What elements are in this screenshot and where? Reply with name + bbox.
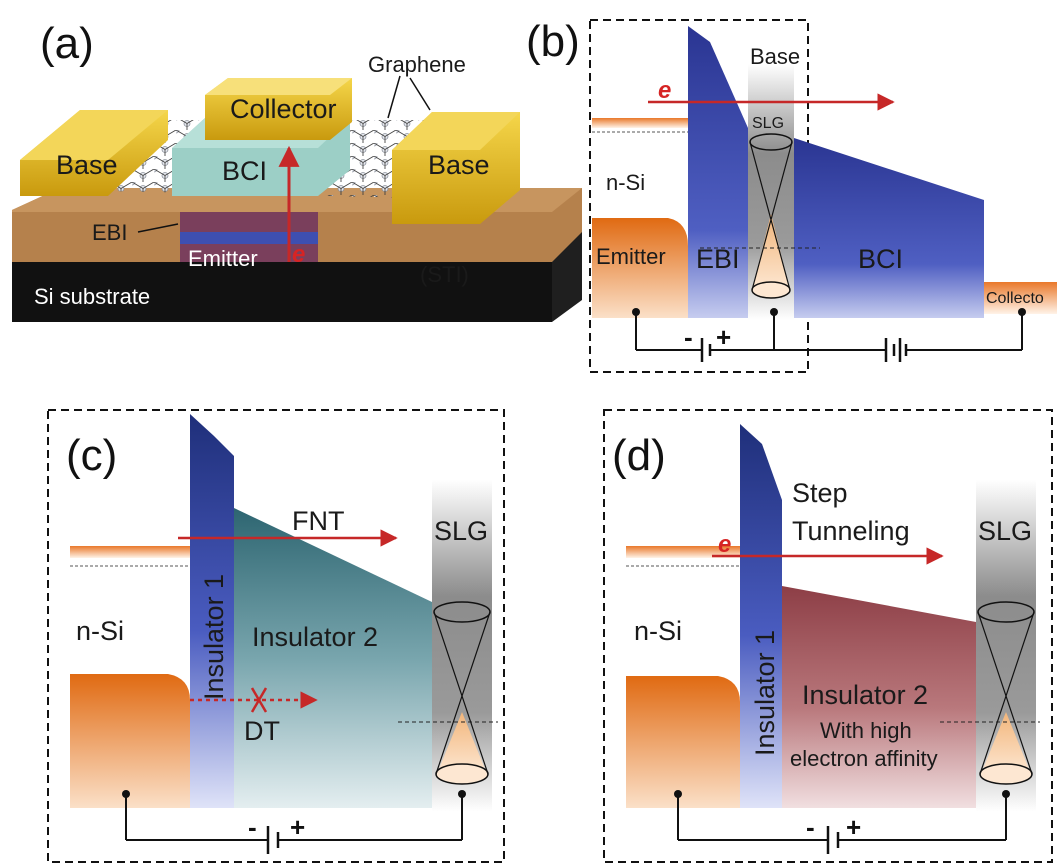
b-ebi-barrier [688, 26, 748, 318]
d-affinity-line1: With high [820, 718, 912, 743]
b-bci-label: BCI [858, 244, 903, 274]
panel-d: (d) Step Tu [603, 409, 1053, 863]
c-dirac-cone [398, 601, 498, 785]
b-plus-sign: + [716, 322, 731, 352]
d-dirac-cone [940, 601, 1040, 785]
si-substrate-block [12, 250, 552, 322]
base-left-label: Base [56, 150, 118, 180]
c-insulator2-label: Insulator 2 [252, 622, 378, 652]
panel-a-label: (a) [40, 19, 94, 68]
b-ebi-label: EBI [696, 244, 740, 274]
d-slg-label: SLG [978, 516, 1032, 546]
d-insulator2-region [782, 586, 976, 808]
graphene-label: Graphene [368, 52, 466, 77]
d-insulator1-label: Insulator 1 [750, 630, 780, 756]
b-slg-label: SLG [752, 115, 784, 132]
d-nsi-valence [626, 676, 740, 808]
d-insulator2-label: Insulator 2 [802, 680, 928, 710]
panel-a: (a) Graphene Collector Base Base [12, 19, 582, 322]
c-slg-label: SLG [434, 516, 488, 546]
b-base-label: Base [750, 44, 800, 69]
panel-d-label: (d) [612, 431, 666, 480]
electron-label-a: e [292, 241, 305, 268]
b-bci-region [794, 138, 984, 318]
b-emitter-block [592, 218, 688, 318]
b-collector-label: Collecto [986, 290, 1044, 307]
emitter-label: Emitter [188, 246, 258, 271]
d-step-label: Step [792, 478, 848, 508]
c-circuit [125, 794, 463, 854]
d-circuit [677, 794, 1007, 854]
c-nsi-conduction [70, 546, 190, 558]
c-insulator1-label: Insulator 1 [199, 574, 229, 700]
d-tunneling-label: Tunneling [792, 516, 910, 546]
b-minus-sign: - [684, 322, 693, 352]
d-affinity-line2: electron affinity [790, 746, 938, 771]
d-plus-sign: + [846, 812, 861, 842]
sti-label: (STI) [420, 262, 469, 287]
c-dt-label: DT [244, 716, 280, 746]
panel-d-dashed-box [603, 409, 1053, 863]
substrate-label: Si substrate [34, 284, 150, 309]
d-insulator1-barrier [740, 424, 782, 808]
c-fnt-label: FNT [292, 506, 344, 536]
d-electron-label: e [718, 531, 731, 558]
d-nsi-label: n-Si [634, 616, 682, 646]
b-electron-label: e [658, 77, 671, 104]
base-right-label: Base [428, 150, 490, 180]
ebi-label: EBI [92, 220, 127, 245]
b-dirac-cone [700, 133, 820, 299]
panel-c-dashed-box [47, 409, 505, 863]
b-circuit [635, 312, 1023, 362]
c-insulator1-barrier [190, 414, 234, 808]
d-nsi-conduction [626, 546, 740, 558]
d-minus-sign: - [806, 812, 815, 842]
panel-b: (b) [526, 17, 1057, 373]
c-plus-sign: + [290, 812, 305, 842]
panel-b-label: (b) [526, 17, 580, 66]
c-nsi-valence [70, 674, 190, 808]
b-nsi-label: n-Si [606, 170, 645, 195]
c-insulator2-region [234, 508, 432, 808]
panel-c-label: (c) [66, 431, 117, 480]
c-minus-sign: - [248, 812, 257, 842]
c-dt-blocked-icon [250, 687, 268, 713]
bci-label: BCI [222, 156, 267, 186]
panel-c: (c) [47, 409, 505, 863]
b-emitter-label: Emitter [596, 244, 666, 269]
c-nsi-label: n-Si [76, 616, 124, 646]
collector-label: Collector [230, 94, 337, 124]
